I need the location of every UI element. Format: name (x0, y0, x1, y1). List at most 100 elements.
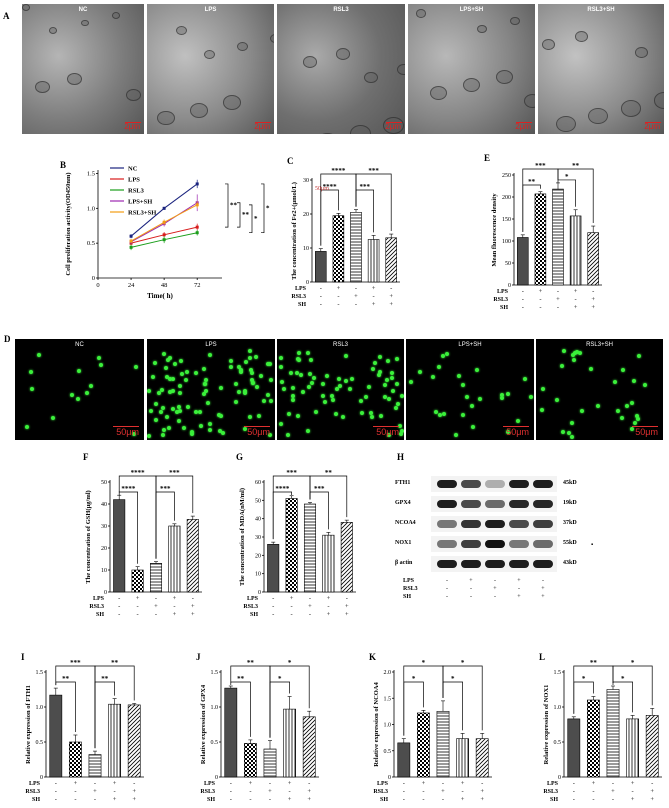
fluorescent-cell (377, 370, 382, 375)
y-tick-label: 1.0 (384, 723, 392, 729)
y-tick-label: 50 (101, 480, 107, 486)
treatment-symbol: - (230, 780, 232, 787)
annotation-label: 50μm (315, 186, 329, 192)
treatment-symbol: - (94, 780, 96, 787)
treatment-symbol: - (118, 611, 120, 618)
fluorescent-cell (168, 390, 173, 395)
data-point (195, 225, 199, 229)
treatment-symbol: - (403, 796, 405, 803)
blot-protein-label: GPX4 (395, 500, 411, 506)
em-image-4: LPS+SH 2μm (408, 4, 535, 134)
treatment-symbol: + (469, 578, 473, 584)
panel-label-e: E (484, 153, 491, 163)
fluorescent-cell (596, 404, 601, 409)
fluorescent-cell (569, 420, 574, 425)
treatment-symbol: - (320, 293, 322, 300)
significance-bracket (442, 681, 463, 731)
fluorescent-cell (190, 432, 195, 437)
scale-bar-label: 50μm (635, 427, 658, 437)
blot-band (509, 500, 529, 508)
treatment-label: RSL3 (493, 297, 508, 303)
treatment-symbol: + (308, 603, 312, 610)
y-tick-label: 200 (502, 195, 511, 201)
bar (626, 718, 639, 778)
blot-band (437, 540, 457, 548)
y-tick-label: 0 (40, 775, 43, 781)
fluorescent-cell (398, 432, 403, 437)
fluorescent-cell (179, 371, 184, 376)
treatment-symbol: - (403, 780, 405, 787)
fluorescent-cell (149, 408, 154, 413)
treatment-symbol: + (389, 293, 393, 300)
fluorescent-cell (278, 356, 283, 361)
treatment-symbol: - (390, 285, 392, 292)
organelle (588, 108, 609, 125)
organelle (157, 110, 176, 126)
blot-protein-label: NOX1 (395, 540, 412, 546)
treatment-symbol: - (173, 603, 175, 610)
fluorescent-cell (177, 408, 182, 413)
treatment-label: SH (207, 797, 215, 803)
fluorescent-cell (478, 396, 483, 401)
fluorescent-cell (295, 413, 300, 418)
y-tick-label: 10 (255, 572, 261, 578)
significance-bracket (403, 681, 424, 736)
blot-kd-label: 43kD (563, 560, 577, 566)
significance-bracket (230, 681, 251, 737)
fluorescent-cell (559, 364, 564, 369)
x-tick-label: 72 (194, 282, 201, 289)
fluorescent-cell (460, 412, 465, 417)
treatment-symbol: + (173, 611, 177, 618)
scale-bar-label: 50μm (116, 427, 139, 437)
fluorescent-cell (153, 418, 158, 423)
blot-band (461, 520, 481, 528)
fluorescent-cell (177, 419, 182, 424)
organelle (555, 115, 576, 133)
scale-bar-label: 50μm (506, 427, 529, 437)
fluorescent-cell (437, 413, 442, 418)
blot-kd-label: 19kD (563, 500, 577, 506)
bar (569, 215, 582, 286)
x-tick-label: 0 (96, 282, 99, 289)
treatment-symbol: - (592, 288, 594, 295)
fluorescent-cell (322, 399, 327, 404)
fluorescent-cell (306, 350, 311, 355)
y-axis-label: Mean fluorescence density (491, 193, 498, 267)
scale-bar-line (386, 122, 402, 123)
fluorescent-cell (202, 392, 207, 397)
bar (367, 239, 380, 283)
fluorescent-cell (194, 410, 199, 415)
fluorescent-cell (193, 371, 198, 376)
treatment-label: SH (250, 612, 258, 618)
fluorescent-cell (528, 395, 533, 400)
organelle (67, 72, 83, 86)
y-tick-label: 0.5 (36, 740, 44, 746)
em-image-3: RSL3 2μm (277, 4, 405, 134)
y-tick-label: 1.0 (87, 205, 95, 212)
fluorescent-cell (97, 355, 102, 360)
treatment-symbol: - (573, 796, 575, 803)
fluorescent-cell (321, 382, 326, 387)
fluorescent-cell (265, 361, 270, 366)
fluorescent-cell (629, 427, 634, 431)
significance-label: ** (590, 659, 598, 667)
fluorescent-cell (554, 397, 559, 402)
treatment-label: SH (380, 797, 388, 803)
fluorescent-cell (635, 413, 640, 418)
fluorescent-cell (152, 361, 157, 365)
fluorescent-cell (314, 410, 319, 415)
fluorescent-cell (171, 407, 176, 412)
fluorescent-cell (218, 428, 223, 433)
line-chart-b: Cell proliferation activity(OD450nm) Time… (65, 166, 270, 301)
organelle (22, 4, 30, 11)
significance-bracket (155, 491, 175, 559)
em-label: LPS (204, 7, 217, 13)
treatment-symbol: - (522, 296, 524, 303)
fluorescent-cell (475, 367, 480, 372)
significance-label: ** (101, 675, 109, 683)
fluorescent-cell (88, 384, 93, 389)
fluorescence-label: RSL3 (332, 342, 348, 348)
fluorescent-cell (190, 430, 195, 435)
y-tick-label: 50 (255, 498, 261, 504)
treatment-symbol: - (272, 611, 274, 618)
